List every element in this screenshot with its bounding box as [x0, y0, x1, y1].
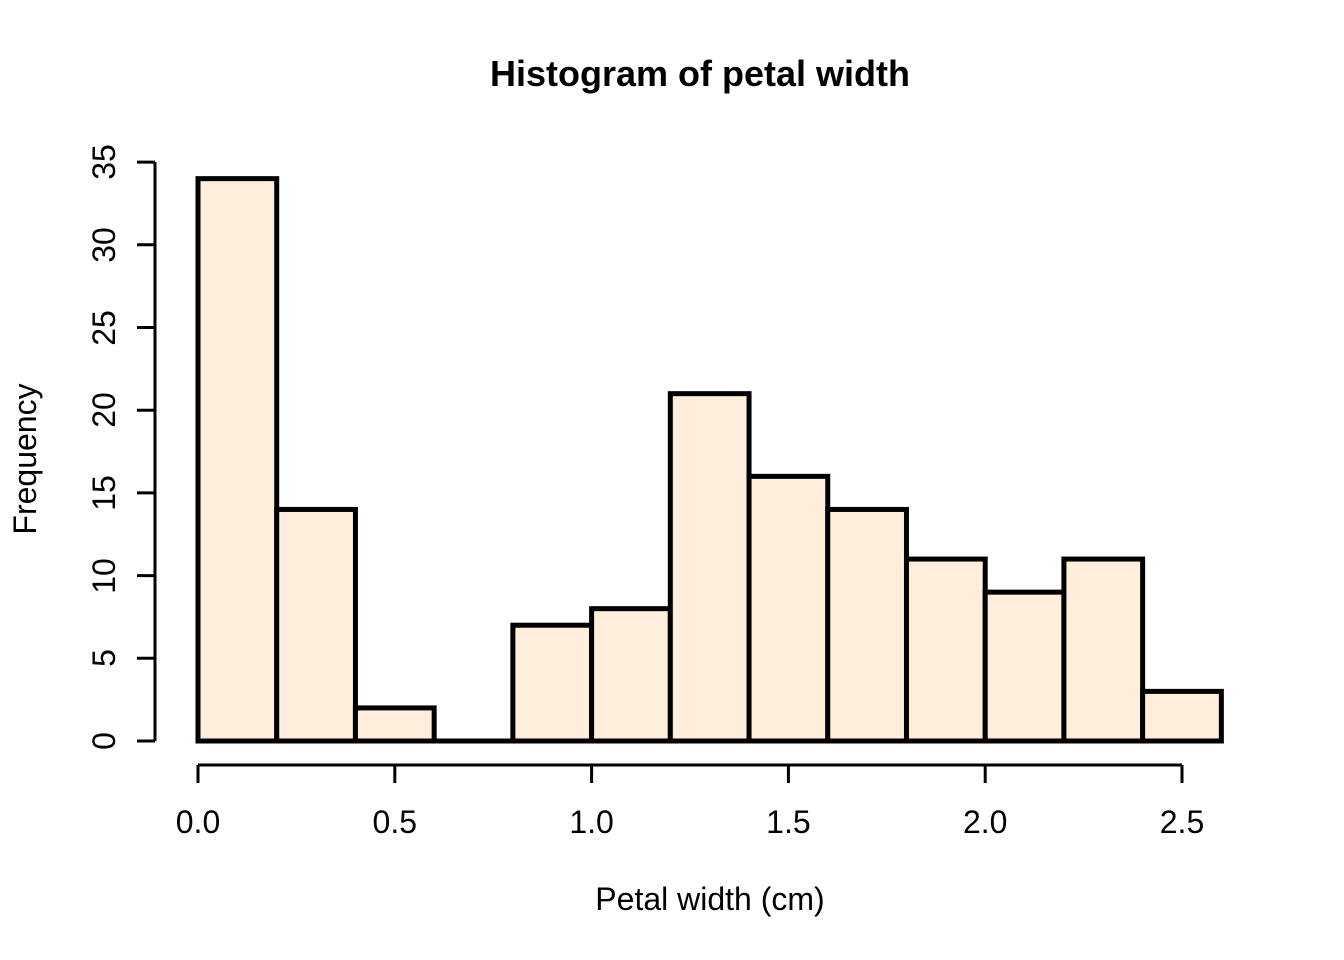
- y-tick-label: 35: [86, 144, 122, 180]
- x-tick-label: 2.0: [962, 804, 1008, 840]
- y-tick-label: 5: [86, 649, 122, 668]
- x-tick-label: 2.5: [1159, 804, 1205, 840]
- x-tick-label: 0.5: [372, 804, 418, 840]
- x-tick-label: 1.0: [569, 804, 614, 840]
- histogram-bar: [589, 606, 673, 744]
- histogram-bar: [667, 391, 752, 744]
- histogram-bar: [746, 473, 831, 744]
- histogram-bar: [274, 506, 358, 744]
- y-tick-label: 25: [86, 309, 122, 346]
- histogram-bar: [1140, 688, 1224, 744]
- histogram-bar: [195, 176, 280, 744]
- y-tick-label: 20: [86, 392, 122, 428]
- histogram-bar: [352, 705, 437, 744]
- histogram-bar: [825, 506, 909, 744]
- histogram-bar: [903, 556, 988, 744]
- y-tick-label: 15: [86, 475, 122, 511]
- histogram-bar: [510, 622, 595, 744]
- y-tick-label: 30: [86, 227, 122, 263]
- y-axis-title: Frequency: [7, 383, 43, 535]
- histogram-bar: [982, 589, 1067, 744]
- chart-title: Histogram of petal width: [489, 53, 911, 94]
- y-tick-label: 10: [86, 557, 122, 594]
- x-tick-label: 0.0: [175, 804, 221, 840]
- x-tick-label: 1.5: [766, 804, 811, 840]
- x-axis-title: Petal width (cm): [595, 881, 825, 917]
- y-tick-label: 0: [86, 732, 122, 750]
- histogram-bar: [1061, 556, 1146, 744]
